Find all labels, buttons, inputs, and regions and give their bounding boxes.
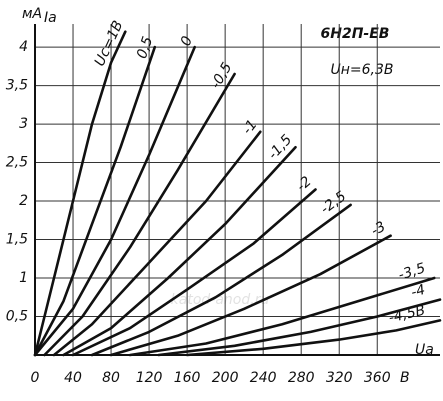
series-label: -1,5 [265,132,295,163]
watermark: katod-anod.ru [171,292,270,308]
curve [33,45,196,357]
x-tick-label: 200 [212,370,239,386]
x-tick-label: 240 [250,370,277,386]
curve [33,30,127,357]
x-tick-label: 120 [136,370,163,386]
curve [128,276,436,357]
series-label: -2,5 [318,188,350,217]
curve [185,319,442,357]
x-tick-label: 320 [326,370,353,386]
chart-subtitle: Uн=6,3В [331,62,394,78]
y-tick-label: 2 [19,193,28,209]
y-tick-label: 0,5 [6,309,28,325]
series-label: -4 [409,282,427,301]
curve [43,72,236,357]
x-tick-label: 0 [31,370,40,386]
x-tick-label: 280 [288,370,315,386]
y-tick-label: 4 [19,39,28,55]
series-label: Uc=1В [92,18,127,68]
series-label: -0,5 [208,60,236,92]
y-tick-label: 2,5 [6,155,28,171]
series-label: -3 [368,219,388,240]
curve [62,145,297,357]
x-tick-label: 160 [174,370,201,386]
curve [33,45,157,357]
chart-title: 6Н2П-ЕВ [321,26,390,42]
curve [71,188,317,357]
series-label: 0,5 [134,34,156,60]
series-label: -3,5 [397,260,428,283]
y-unit: мА [22,6,42,22]
series-label: -4,5В [387,303,427,327]
curve [157,298,442,357]
y-axis-label: Ia [44,10,57,26]
curve [109,234,392,357]
curve [52,130,262,357]
y-tick-label: 1 [19,270,28,286]
x-tick-label: 40 [64,370,82,386]
y-tick-label: 3,5 [6,78,28,94]
x-unit: В [400,370,410,386]
x-tick-label: 80 [102,370,120,386]
curve [90,203,352,357]
y-tick-label: 3 [19,116,28,132]
y-tick-label: 1,5 [6,232,28,248]
x-tick-label: 360 [364,370,391,386]
